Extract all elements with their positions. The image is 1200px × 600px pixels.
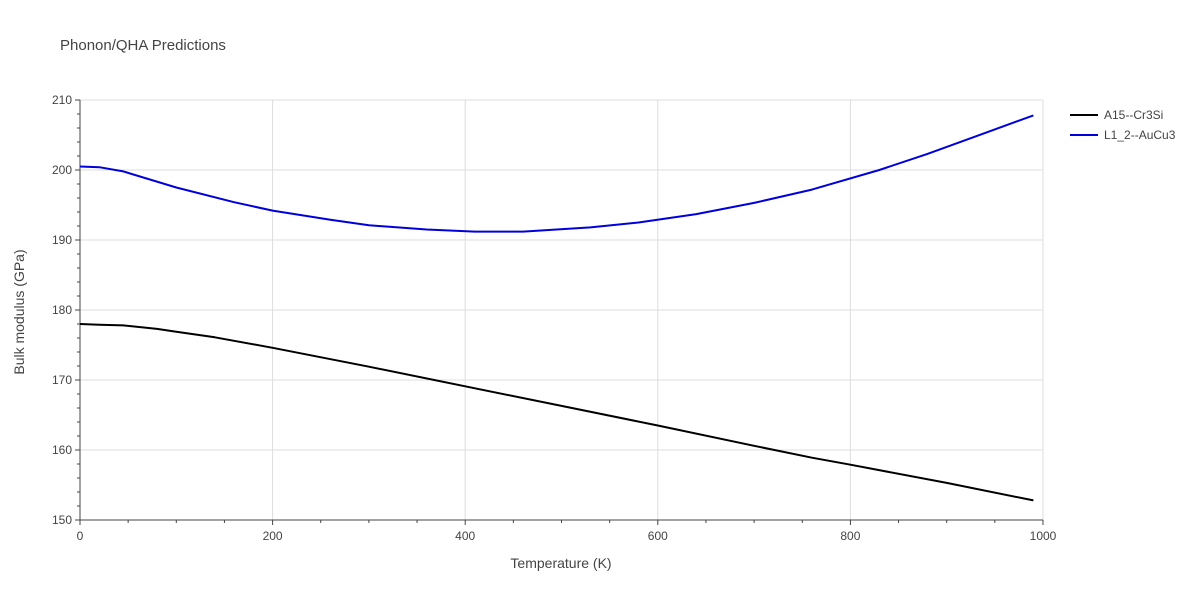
y-tick-label: 180 [52, 303, 72, 317]
x-tick-label: 1000 [1030, 529, 1057, 543]
y-tick-label: 200 [52, 163, 72, 177]
x-tick-label: 0 [77, 529, 84, 543]
y-tick-label: 170 [52, 373, 72, 387]
y-tick-label: 150 [52, 513, 72, 527]
x-tick-label: 800 [840, 529, 860, 543]
legend-label: L1_2--AuCu3 [1104, 128, 1176, 142]
legend[interactable]: A15--Cr3Si L1_2--AuCu3 [1070, 108, 1176, 142]
axes [75, 99, 1044, 525]
x-tick-label: 200 [263, 529, 283, 543]
tick-labels: 0 200 400 600 800 1000 150 160 170 180 190 200 210 [52, 93, 1057, 543]
series-line-0 [79, 323, 1034, 502]
legend-item-0[interactable]: A15--Cr3Si [1070, 108, 1163, 122]
x-tick-label: 400 [455, 529, 475, 543]
chart-title: Phonon/QHA Predictions [60, 37, 226, 54]
x-axis-label: Temperature (K) [510, 555, 611, 571]
legend-label: A15--Cr3Si [1104, 108, 1163, 122]
series-lines [79, 114, 1034, 502]
y-tick-label: 210 [52, 93, 72, 107]
legend-item-1[interactable]: L1_2--AuCu3 [1070, 128, 1176, 142]
y-tick-label: 190 [52, 233, 72, 247]
x-tick-label: 600 [648, 529, 668, 543]
y-axis-label: Bulk modulus (GPa) [11, 249, 27, 374]
y-tick-label: 160 [52, 443, 72, 457]
series-line-1 [79, 114, 1034, 233]
